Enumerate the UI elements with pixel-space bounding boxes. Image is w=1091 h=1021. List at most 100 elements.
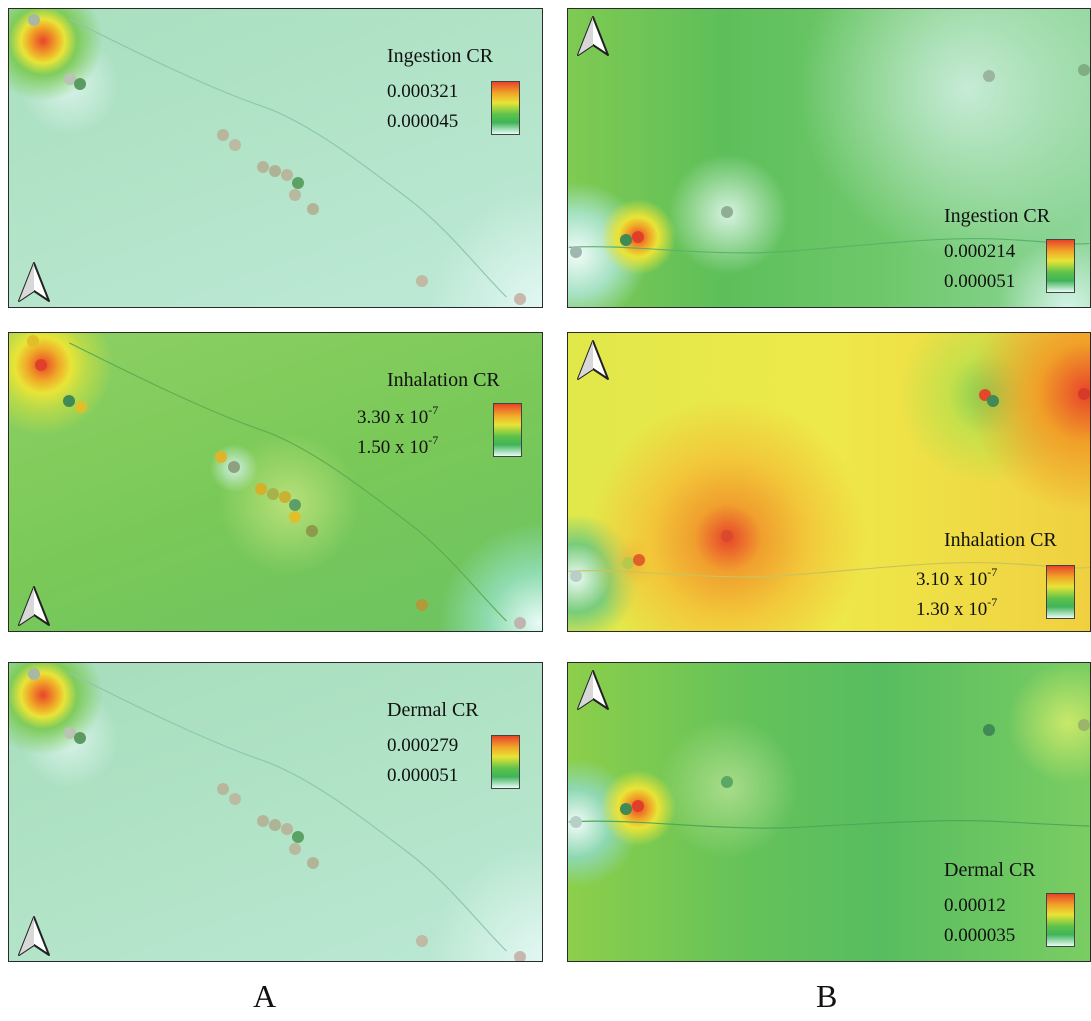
map-b-ingestion: Ingestion CR 0.000214 0.000051	[567, 8, 1091, 308]
legend-color-ramp	[491, 735, 520, 789]
north-arrow-icon	[577, 340, 609, 380]
sample-point	[632, 800, 644, 812]
sample-point	[257, 161, 269, 173]
river-line	[69, 18, 507, 298]
sample-point	[289, 189, 301, 201]
sample-point	[229, 793, 241, 805]
map-a-inhalation: Inhalation CR 3.30 x 10-7 1.50 x 10-7	[8, 332, 543, 632]
sample-point	[292, 177, 304, 189]
sample-point	[721, 776, 733, 788]
sample-point	[307, 203, 319, 215]
sample-point	[514, 293, 526, 305]
north-arrow-icon	[18, 262, 50, 302]
legend-min-value: 1.50 x 10-7	[357, 433, 439, 458]
sample-point	[416, 599, 428, 611]
sample-point	[983, 70, 995, 82]
legend-title: Inhalation CR	[387, 369, 500, 391]
sample-point	[28, 14, 40, 26]
sample-point	[255, 483, 267, 495]
sample-point	[64, 73, 76, 85]
sample-point	[217, 783, 229, 795]
legend-max-value: 0.000214	[944, 241, 1016, 262]
sample-point	[620, 803, 632, 815]
risk-surface	[568, 9, 1090, 307]
legend-max-value: 0.000279	[387, 735, 459, 756]
legend-color-ramp	[1046, 565, 1075, 619]
legend-max-value: 3.30 x 10-7	[357, 403, 439, 428]
river-line	[568, 237, 1090, 254]
sample-point	[1078, 64, 1090, 76]
legend-title: Dermal CR	[387, 699, 479, 721]
sample-point	[269, 165, 281, 177]
river-line	[69, 672, 507, 952]
sample-point	[215, 451, 227, 463]
sample-point	[267, 488, 279, 500]
sample-point	[217, 129, 229, 141]
legend-min-value: 0.000051	[387, 765, 459, 786]
sample-point	[281, 823, 293, 835]
sample-point	[269, 819, 281, 831]
sample-point	[75, 401, 87, 413]
risk-surface	[568, 663, 1090, 961]
risk-surface	[9, 9, 542, 307]
risk-surface	[9, 663, 542, 961]
river-line	[568, 820, 1090, 829]
sample-point	[307, 857, 319, 869]
river-line	[568, 561, 1090, 578]
legend-max-value: 3.10 x 10-7	[916, 565, 998, 590]
sample-point	[292, 831, 304, 843]
sample-point	[514, 951, 526, 961]
legend-color-ramp	[491, 81, 520, 135]
sample-point	[289, 843, 301, 855]
sample-point	[35, 359, 47, 371]
sample-point	[74, 732, 86, 744]
sample-point	[633, 554, 645, 566]
legend-min-value: 0.000051	[944, 271, 1016, 292]
sample-point	[64, 727, 76, 739]
sample-point	[514, 617, 526, 629]
sample-point	[289, 511, 301, 523]
legend-title: Ingestion CR	[944, 205, 1051, 227]
legend-min-value: 0.000035	[944, 925, 1016, 946]
legend-title: Ingestion CR	[387, 45, 494, 67]
sample-point	[1078, 388, 1090, 400]
caption-a: A	[253, 978, 277, 1014]
legend-max-value: 0.00012	[944, 895, 1006, 916]
north-arrow-icon	[18, 586, 50, 626]
sample-point	[229, 139, 241, 151]
sample-point	[289, 499, 301, 511]
sample-point	[721, 206, 733, 218]
sample-point	[570, 816, 582, 828]
sample-point	[27, 335, 39, 347]
legend-title: Inhalation CR	[944, 529, 1057, 551]
sample-point	[74, 78, 86, 90]
sample-point	[570, 570, 582, 582]
north-arrow-icon	[577, 16, 609, 56]
sample-point	[228, 461, 240, 473]
north-arrow-icon	[577, 670, 609, 710]
map-b-dermal: Dermal CR 0.00012 0.000035	[567, 662, 1091, 962]
sample-point	[620, 234, 632, 246]
legend-min-value: 0.000045	[387, 111, 459, 132]
sample-point	[721, 530, 733, 542]
legend-title: Dermal CR	[944, 859, 1036, 881]
map-a-dermal: Dermal CR 0.000279 0.000051	[8, 662, 543, 962]
sample-point	[570, 246, 582, 258]
risk-surface	[9, 333, 542, 631]
sample-point	[983, 724, 995, 736]
sample-point	[28, 668, 40, 680]
risk-surface	[568, 333, 1090, 631]
legend-max-value: 0.000321	[387, 81, 459, 102]
sample-point	[63, 395, 75, 407]
sample-point	[416, 935, 428, 947]
sample-point	[632, 231, 644, 243]
sample-point	[987, 395, 999, 407]
map-b-inhalation: Inhalation CR 3.10 x 10-7 1.30 x 10-7	[567, 332, 1091, 632]
river-line	[69, 342, 507, 622]
north-arrow-icon	[18, 916, 50, 956]
sample-point	[1078, 719, 1090, 731]
legend-color-ramp	[1046, 239, 1075, 293]
sample-point	[416, 275, 428, 287]
sample-point	[279, 491, 291, 503]
legend-color-ramp	[493, 403, 522, 457]
